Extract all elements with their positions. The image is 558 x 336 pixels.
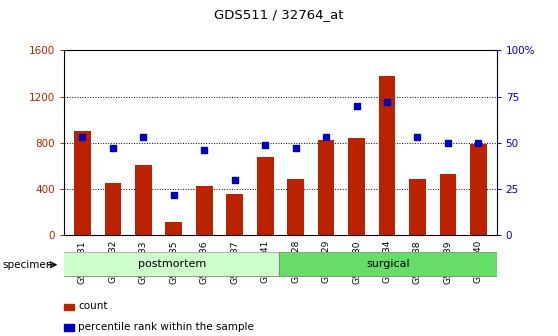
Point <box>474 140 483 145</box>
Text: count: count <box>78 301 108 311</box>
Bar <box>165 222 182 235</box>
Bar <box>64 324 74 331</box>
Bar <box>318 140 334 235</box>
Text: postmortem: postmortem <box>138 259 206 269</box>
Bar <box>348 138 365 235</box>
Bar <box>379 76 396 235</box>
Text: surgical: surgical <box>367 259 410 269</box>
Text: percentile rank within the sample: percentile rank within the sample <box>78 322 254 332</box>
Bar <box>196 185 213 235</box>
Bar <box>287 179 304 235</box>
Point <box>444 140 453 145</box>
FancyBboxPatch shape <box>280 252 498 277</box>
Bar <box>74 131 91 235</box>
Bar <box>470 144 487 235</box>
Point <box>261 142 270 147</box>
Bar <box>135 165 152 235</box>
Point <box>352 103 361 109</box>
Text: specimen: specimen <box>3 260 53 270</box>
Point <box>291 146 300 151</box>
Point <box>108 146 117 151</box>
Point <box>413 135 422 140</box>
Point <box>383 99 392 105</box>
Point <box>169 192 178 197</box>
Bar <box>257 157 273 235</box>
Point <box>200 148 209 153</box>
Point <box>230 177 239 182</box>
Bar <box>440 174 456 235</box>
Bar <box>64 304 74 310</box>
Bar <box>409 179 426 235</box>
Text: GDS511 / 32764_at: GDS511 / 32764_at <box>214 8 344 22</box>
FancyBboxPatch shape <box>63 252 281 277</box>
Point <box>139 135 148 140</box>
Bar <box>104 183 121 235</box>
Point <box>321 135 330 140</box>
Bar <box>227 194 243 235</box>
Point <box>78 135 87 140</box>
